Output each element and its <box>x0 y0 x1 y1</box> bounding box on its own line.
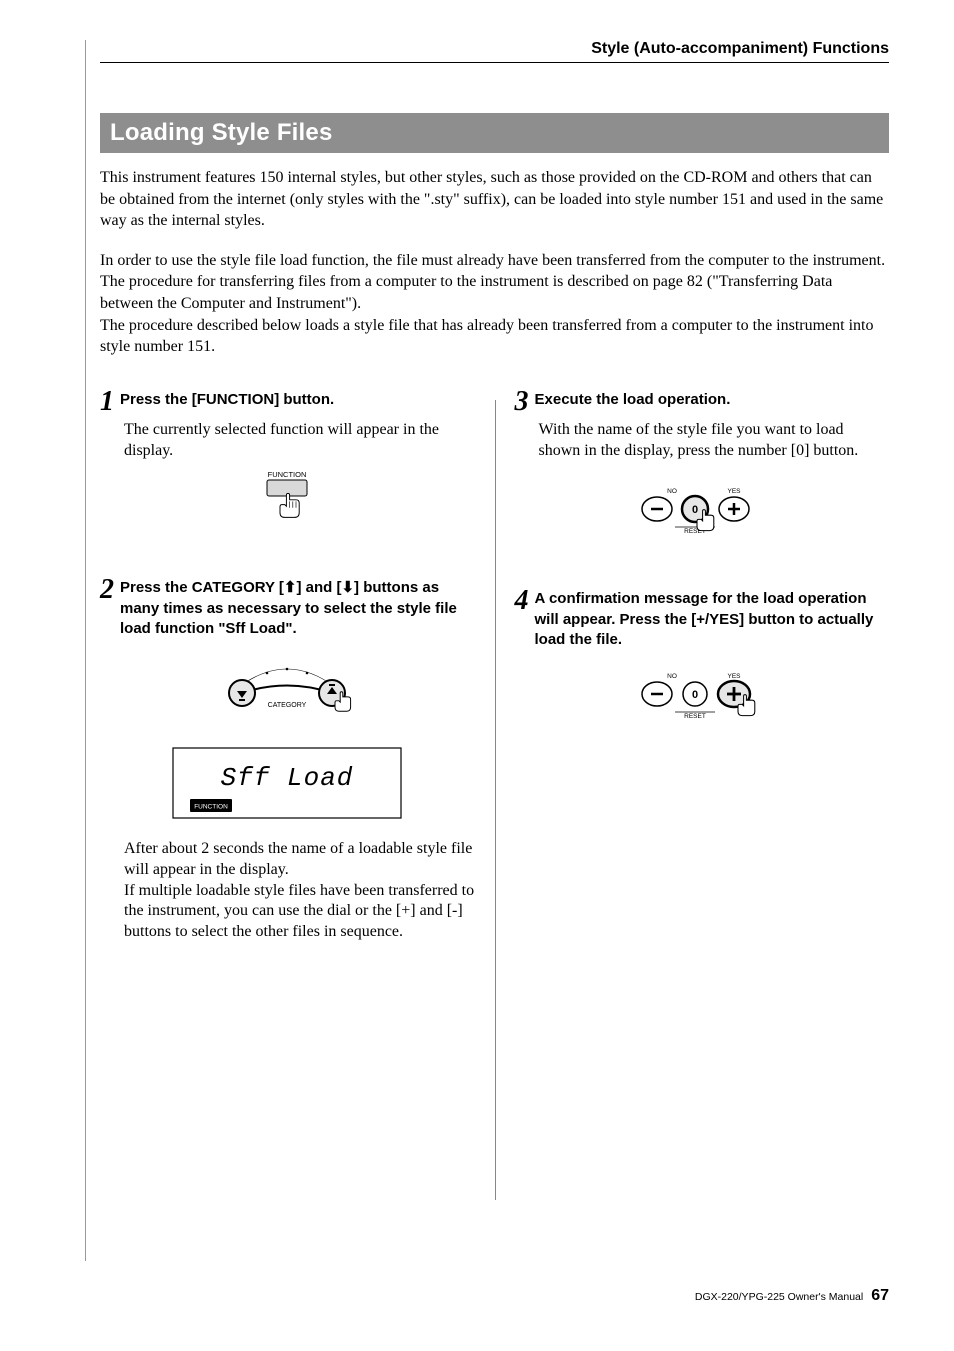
section-header: Style (Auto-accompaniment) Functions <box>100 40 889 58</box>
step-1-number: 1 <box>100 388 114 416</box>
step-1-title: Press the [FUNCTION] button. <box>120 390 334 410</box>
footer-page-number: 67 <box>871 1287 889 1305</box>
intro-paragraph-2: In order to use the style file load func… <box>100 250 889 315</box>
svg-text:YES: YES <box>727 673 741 680</box>
section-banner: Loading Style Files <box>100 113 889 153</box>
svg-text:NO: NO <box>667 488 677 495</box>
figure-function-button: FUNCTION <box>100 467 475 542</box>
svg-text:YES: YES <box>727 488 741 495</box>
footer-text: DGX-220/YPG-225 Owner's Manual <box>695 1291 863 1303</box>
step-2-body-1: After about 2 seconds the name of a load… <box>124 839 475 881</box>
header-rule <box>100 62 889 63</box>
function-label: FUNCTION <box>268 470 307 479</box>
step-2-number: 2 <box>100 576 114 604</box>
figure-yes-button: NO YES 0 RESET <box>515 668 890 738</box>
step-2-title: Press the CATEGORY [⬆] and [⬇] buttons a… <box>120 578 475 639</box>
step-3-body: With the name of the style file you want… <box>539 420 890 462</box>
page-margin-line <box>85 40 86 1261</box>
svg-text:FUNCTION: FUNCTION <box>194 804 228 811</box>
step-3-number: 3 <box>515 388 529 416</box>
page-footer: DGX-220/YPG-225 Owner's Manual 67 <box>695 1287 889 1305</box>
figure-category-buttons: CATEGORY <box>100 653 475 733</box>
svg-text:CATEGORY: CATEGORY <box>268 702 307 709</box>
banner-title: Loading Style Files <box>110 119 333 146</box>
hand-icon <box>280 494 299 518</box>
intro-paragraph-3: The procedure described below loads a st… <box>100 315 889 358</box>
step-3-title: Execute the load operation. <box>535 390 731 410</box>
svg-text:RESET: RESET <box>684 713 706 720</box>
step-4: 4 A confirmation message for the load op… <box>515 589 890 738</box>
step-2: 2 Press the CATEGORY [⬆] and [⬇] buttons… <box>100 578 475 943</box>
step-4-number: 4 <box>515 587 529 615</box>
step-4-title: A confirmation message for the load oper… <box>535 589 890 650</box>
figure-zero-button: NO YES 0 RESET <box>515 483 890 553</box>
step-1-body: The currently selected function will app… <box>124 420 475 462</box>
svg-text:NO: NO <box>667 673 677 680</box>
step-1: 1 Press the [FUNCTION] button. The curre… <box>100 390 475 543</box>
intro-paragraph-1: This instrument features 150 internal st… <box>100 167 889 232</box>
step-2-body-2: If multiple loadable style files have be… <box>124 881 475 943</box>
column-divider <box>495 400 496 1200</box>
svg-text:0: 0 <box>692 504 698 516</box>
figure-lcd-display: Sff Load FUNCTION <box>100 747 475 819</box>
svg-text:Sff Load: Sff Load <box>221 763 354 793</box>
step-3: 3 Execute the load operation. With the n… <box>515 390 890 554</box>
svg-text:0: 0 <box>692 689 698 701</box>
